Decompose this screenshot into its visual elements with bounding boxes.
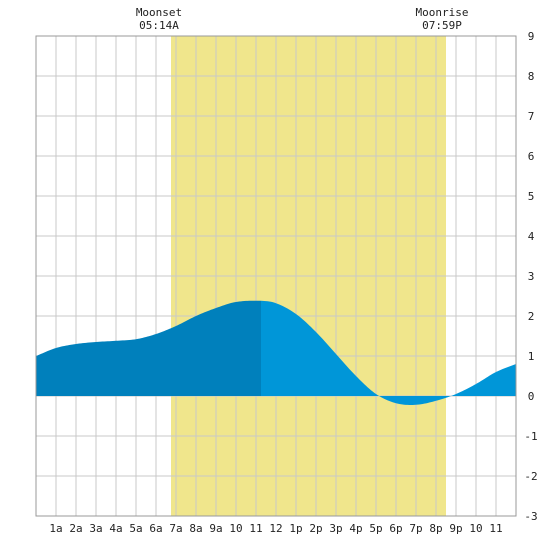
x-tick-label: 3a: [89, 522, 102, 535]
x-tick-label: 9a: [209, 522, 222, 535]
x-tick-label: 1p: [289, 522, 302, 535]
y-tick-label: 3: [528, 270, 535, 283]
x-tick-label: 8a: [189, 522, 202, 535]
x-tick-label: 11: [489, 522, 502, 535]
x-tick-label: 3p: [329, 522, 342, 535]
y-tick-label: -3: [524, 510, 537, 523]
moonset-label: Moonset: [136, 6, 182, 19]
x-tick-label: 8p: [429, 522, 442, 535]
tide-area-layer: [36, 300, 516, 405]
y-tick-label: -1: [524, 430, 537, 443]
tide-area-falling: [261, 300, 516, 405]
x-tick-label: 10: [229, 522, 242, 535]
y-tick-label: 4: [528, 230, 535, 243]
plot-frame: [35, 35, 517, 517]
y-tick-label: 7: [528, 110, 535, 123]
tide-area-rising: [36, 300, 261, 396]
x-tick-label: 4a: [109, 522, 122, 535]
y-tick-label: 2: [528, 310, 535, 323]
x-tick-label: 7p: [409, 522, 422, 535]
y-tick-label: -2: [524, 470, 537, 483]
x-tick-label: 5a: [129, 522, 142, 535]
x-tick-label: 1a: [49, 522, 62, 535]
moonrise-time: 07:59P: [422, 19, 462, 32]
moonrise-label: Moonrise: [416, 6, 469, 19]
y-tick-label: 5: [528, 190, 535, 203]
y-tick-label: 0: [528, 390, 535, 403]
x-tick-label: 5p: [369, 522, 382, 535]
y-tick-label: 1: [528, 350, 535, 363]
x-tick-label: 12: [269, 522, 282, 535]
y-tick-label: 9: [528, 30, 535, 43]
x-tick-label: 10: [469, 522, 482, 535]
x-tick-label: 4p: [349, 522, 362, 535]
moonset-time: 05:14A: [139, 19, 179, 32]
x-tick-label: 6a: [149, 522, 162, 535]
x-tick-label: 2a: [69, 522, 82, 535]
y-tick-label: 8: [528, 70, 535, 83]
x-tick-label: 6p: [389, 522, 402, 535]
x-tick-label: 9p: [449, 522, 462, 535]
x-tick-label: 2p: [309, 522, 322, 535]
frame-layer: [35, 35, 517, 517]
y-tick-label: 6: [528, 150, 535, 163]
label-layer: 1a 2a 3a 4a 5a 6a 7a 8a 9a 10 11 12 1p 2p 3p 4p 5p 6p 7p 8p…: [49, 30, 537, 535]
x-tick-label: 7a: [169, 522, 182, 535]
x-tick-label: 11: [249, 522, 262, 535]
